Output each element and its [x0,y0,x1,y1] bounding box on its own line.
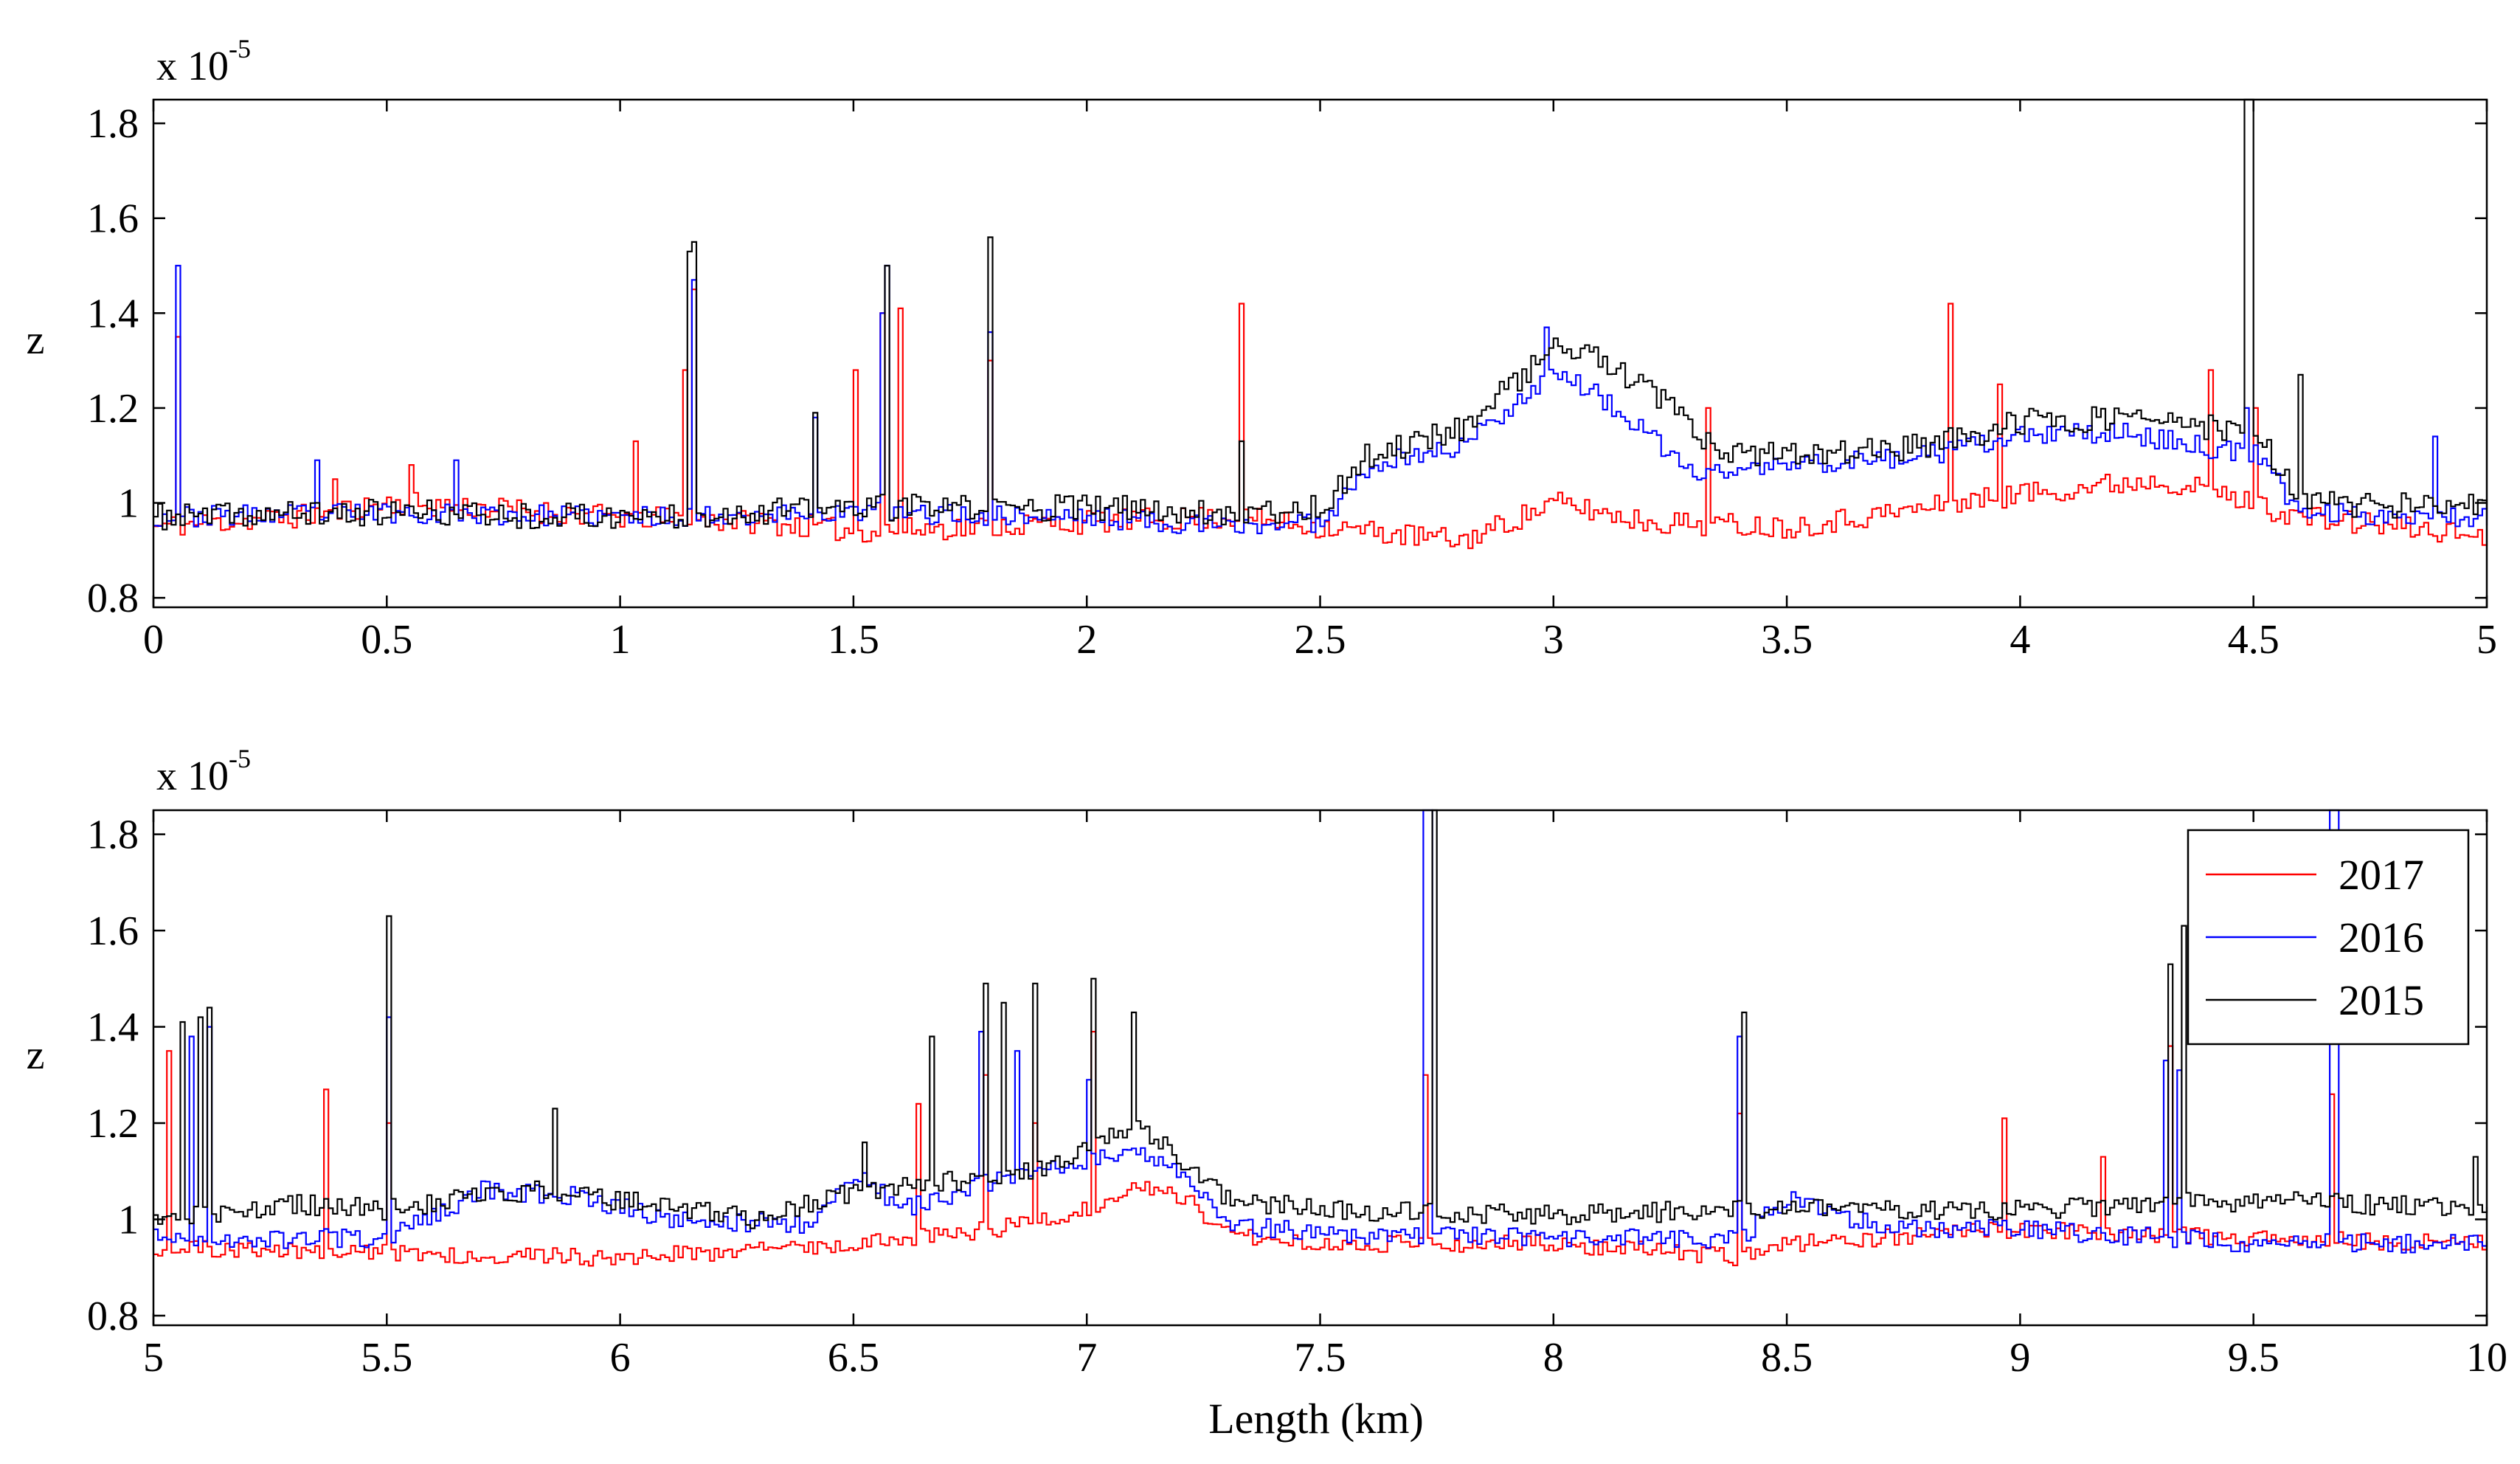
x-tick-label: 5 [2476,617,2497,663]
x-axis-label: Length (km) [1208,1395,1424,1443]
y-tick-label: 1.8 [87,812,139,858]
x-tick-label: 3.5 [1761,617,1813,663]
y-tick-label: 1.6 [87,908,139,954]
x-tick-label: 1.5 [828,617,879,663]
y-tick-label: 0.8 [87,576,139,621]
x-tick-label: 9.5 [2228,1335,2280,1381]
legend-entry-2017: 2017 [2206,851,2424,899]
x-tick-label: 6 [610,1335,631,1381]
legend-entry-2015: 2015 [2206,976,2424,1024]
x-tick-label: 5.5 [361,1335,412,1381]
series-line-2015 [153,809,2488,1229]
x-tick-label: 10 [2466,1335,2507,1381]
x-tick-label: 9 [2010,1335,2030,1381]
top-panel: 0 0.5 1 1.5 2 2.5 3 3.5 4 4.5 5 0.8 1 1.2 1.4 1.6 1.8 x … [27,34,2497,663]
y-tick-label: 1.2 [87,386,139,432]
x-tick-label: 7.5 [1295,1335,1346,1381]
y-tick-label: 1.4 [87,291,139,336]
top-panel-ticks: 0 0.5 1 1.5 2 2.5 3 3.5 4 4.5 5 0.8 1 1.2 1.4 1.6 1.8 [87,100,2497,663]
legend-entry-2016: 2016 [2206,914,2424,961]
y-tick-label: 1.2 [87,1101,139,1147]
bottom-panel-exponent-label: x 10-5 [156,744,251,799]
legend: 2017 2016 2015 [2187,829,2470,1046]
x-tick-label: 2 [1076,617,1097,663]
bottom-panel-ylabel: z [27,1032,45,1078]
y-tick-label: 1 [118,1197,139,1243]
x-tick-label: 8.5 [1761,1335,1813,1381]
top-panel-ylabel: z [27,317,45,363]
y-tick-label: 0.8 [87,1294,139,1339]
series-line-2017 [153,1031,2488,1267]
x-tick-label: 6.5 [828,1335,879,1381]
series-line-2015 [153,98,2488,531]
legend-label-2017: 2017 [2339,851,2424,899]
y-tick-label: 1.6 [87,196,139,242]
x-tick-label: 8 [1543,1335,1564,1381]
series-line-2016 [153,264,2488,534]
bottom-panel: 5 5.5 6 6.5 7 7.5 8 8.5 9 9.5 10 0.8 1 1.2 1.4 1.6 1.8 x… [27,744,2507,1381]
top-panel-lines [153,98,2488,550]
x-tick-label: 5 [143,1335,164,1381]
legend-label-2016: 2016 [2339,914,2424,961]
legend-label-2015: 2015 [2339,976,2424,1024]
y-tick-label: 1 [118,481,139,527]
x-tick-label: 4 [2010,617,2030,663]
y-tick-label: 1.8 [87,101,139,147]
x-tick-label: 2.5 [1295,617,1346,663]
bottom-panel-ticks: 5 5.5 6 6.5 7 7.5 8 8.5 9 9.5 10 0.8 1 1.2 1.4 1.6 1.8 [87,810,2507,1381]
y-tick-label: 1.4 [87,1005,139,1051]
bottom-panel-lines [153,809,2488,1267]
x-tick-label: 7 [1076,1335,1097,1381]
top-panel-exponent-label: x 10-5 [156,34,251,89]
x-tick-label: 1 [610,617,631,663]
x-tick-label: 0 [143,617,164,663]
x-tick-label: 3 [1543,617,1564,663]
x-tick-label: 4.5 [2228,617,2280,663]
x-tick-label: 0.5 [361,617,412,663]
series-line-2016 [153,809,2488,1254]
